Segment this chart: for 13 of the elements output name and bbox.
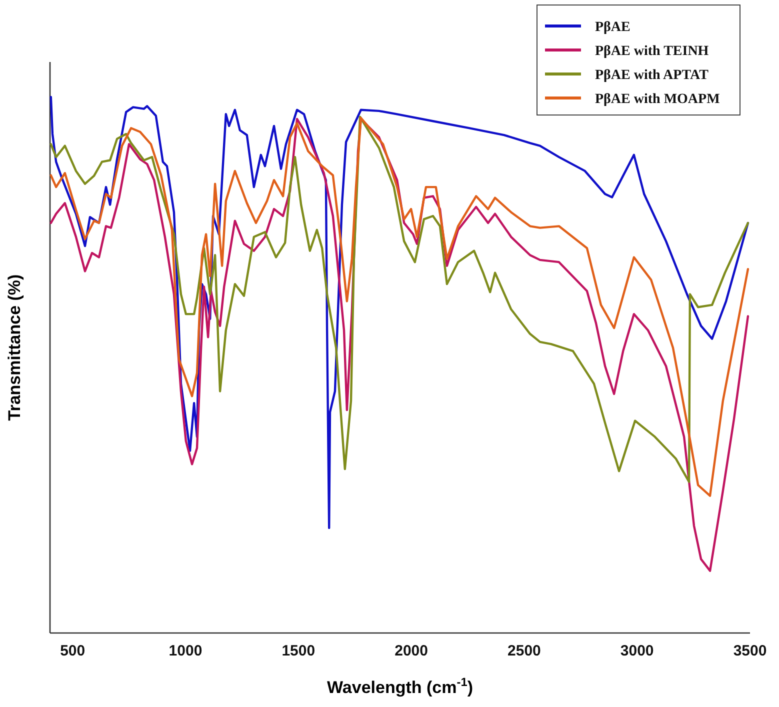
legend-label: PβAE with MOAPM bbox=[595, 92, 720, 107]
x-axis-title: Wavelength (cm$^{-1}$) bbox=[327, 675, 473, 697]
x-tick-label: 3000 bbox=[620, 642, 654, 660]
x-tick-label: 2500 bbox=[508, 642, 541, 660]
legend-label: PβAE bbox=[595, 20, 630, 35]
legend-label: PβAE with TEINH bbox=[595, 44, 709, 59]
x-tick-label: 2000 bbox=[394, 642, 428, 660]
x-tick-label: 1500 bbox=[282, 642, 316, 660]
y-axis-title: Transmittance (%) bbox=[5, 274, 24, 421]
x-tick-label: 1000 bbox=[168, 642, 202, 660]
x-tick-label: 500 bbox=[60, 642, 86, 660]
legend-label: PβAE with APTAT bbox=[595, 68, 710, 83]
x-tick-label: 3500 bbox=[733, 642, 767, 660]
